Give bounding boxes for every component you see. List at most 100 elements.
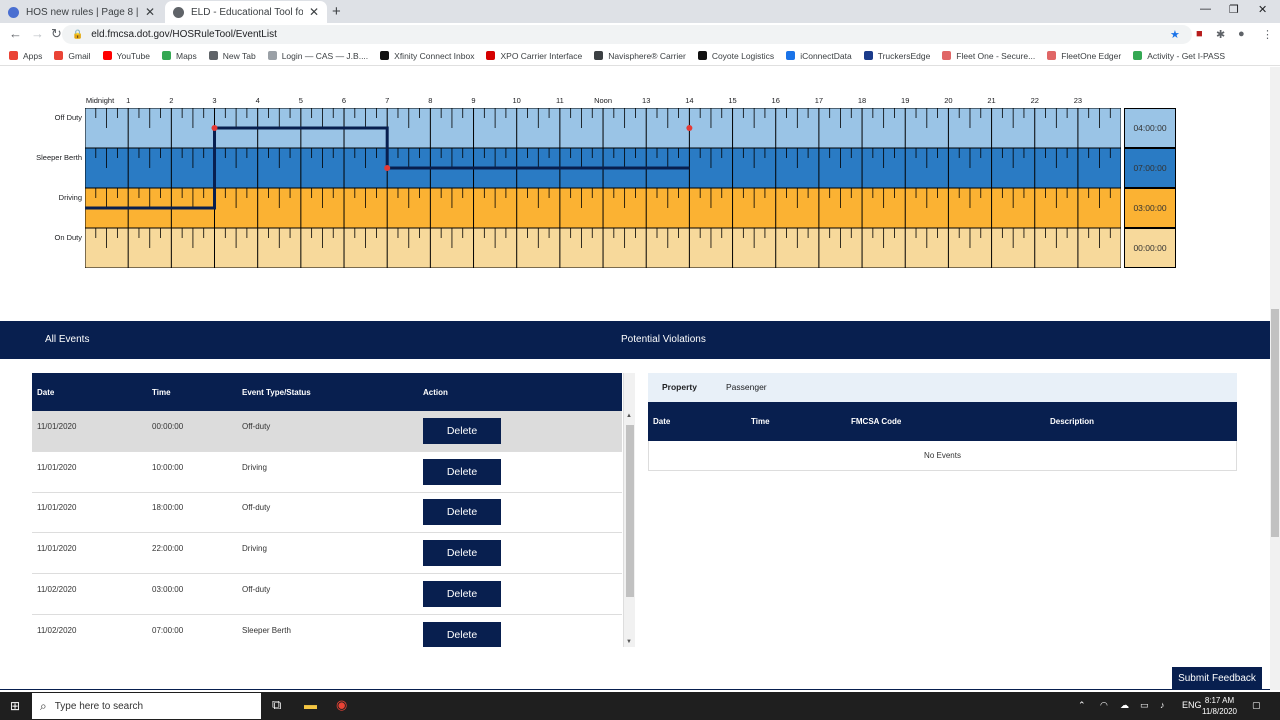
pdf-extension-icon[interactable]: ■ — [1196, 28, 1203, 40]
hour-label: Noon — [594, 96, 612, 105]
cell-event: Driving — [242, 462, 267, 472]
events-scrollbar[interactable]: ▲ ▼ — [623, 373, 635, 647]
notifications-icon[interactable]: ▢ — [1252, 700, 1261, 710]
bookmark-12[interactable]: Fleet One - Secure... — [942, 51, 1035, 61]
delete-button[interactable]: Delete — [423, 499, 501, 526]
col-date: Date — [37, 388, 55, 397]
tab-property[interactable]: Property — [662, 382, 697, 392]
bookmark-favicon-icon — [161, 51, 171, 60]
bookmark-8[interactable]: Navisphere® Carrier — [594, 51, 686, 61]
bookmark-13[interactable]: FleetOne Edger — [1047, 51, 1121, 61]
close-tab-icon[interactable]: ✕ — [308, 5, 319, 19]
windows-start-icon[interactable]: ⊞ — [10, 699, 21, 713]
table-row[interactable]: 11/01/2020 22:00:00 Driving Delete — [32, 533, 622, 575]
close-tab-icon[interactable]: ✕ — [144, 5, 155, 19]
cell-time: 00:00:00 — [152, 422, 184, 431]
network-icon[interactable]: ◠ — [1100, 700, 1108, 710]
hour-label: 23 — [1073, 96, 1083, 105]
scroll-thumb[interactable] — [626, 425, 634, 597]
clock-date: 11/8/2020 — [1202, 707, 1237, 716]
bookmark-label: FleetOne Edger — [1061, 50, 1122, 61]
bookmark-6[interactable]: Xfinity Connect Inbox — [380, 51, 474, 61]
table-row[interactable]: 11/01/2020 10:00:00 Driving Delete — [32, 452, 622, 493]
table-row[interactable]: 11/02/2020 07:00:00 Sleeper Berth Delete — [32, 615, 622, 647]
bookmark-label: XPO Carrier Interface — [500, 50, 583, 61]
bookmark-11[interactable]: TruckersEdge — [863, 51, 930, 61]
restore-icon[interactable]: ❐ — [1229, 4, 1239, 16]
table-row[interactable]: 11/01/2020 18:00:00 Off-duty Delete — [32, 492, 622, 534]
violations-table-header: Date Time FMCSA Code Description — [648, 402, 1237, 441]
row-label: Driving — [58, 193, 82, 202]
onedrive-icon[interactable]: ☁ — [1120, 700, 1129, 710]
table-row[interactable]: 11/02/2020 03:00:00 Off-duty Delete — [32, 574, 622, 615]
chrome-icon[interactable]: ◉ — [336, 697, 348, 712]
scroll-down-icon[interactable]: ▼ — [626, 639, 632, 645]
events-table: Date Time Event Type/Status Action 11/01… — [32, 373, 635, 647]
table-row[interactable]: 11/01/2020 00:00:00 Off-duty Delete — [32, 411, 622, 452]
page-scroll-thumb[interactable] — [1271, 309, 1279, 537]
forward-arrow-icon[interactable]: → — [31, 26, 44, 41]
lock-icon: 🔒 — [72, 29, 84, 39]
page-scrollbar[interactable] — [1270, 67, 1280, 690]
hour-label: 19 — [901, 96, 910, 105]
back-arrow-icon[interactable]: ← — [9, 26, 22, 41]
address-bar: ← → ↻ 🔒 eld.fmcsa.dot.gov/HOSRuleTool/Ev… — [0, 23, 1280, 46]
hour-label: 6 — [341, 96, 347, 105]
hour-label: 13 — [642, 96, 651, 105]
cell-time: 10:00:00 — [152, 462, 184, 472]
bookmark-10[interactable]: iConnectData — [786, 51, 852, 61]
hour-label: 21 — [987, 96, 996, 105]
taskbar-clock[interactable]: 8:17 AM 11/8/2020 — [1202, 695, 1237, 717]
bookmark-1[interactable]: Gmail — [54, 50, 91, 61]
bookmark-favicon-icon — [54, 51, 64, 60]
bookmark-0[interactable]: Apps — [9, 51, 42, 61]
duty-status-grid — [85, 108, 1121, 268]
hour-label: 18 — [857, 96, 867, 105]
url-field[interactable]: 🔒 eld.fmcsa.dot.gov/HOSRuleTool/EventLis… — [62, 25, 1192, 44]
tab-potential-violations[interactable]: Potential Violations — [621, 334, 706, 345]
bookmark-label: YouTube — [116, 50, 150, 61]
delete-button[interactable]: Delete — [423, 540, 501, 567]
submit-feedback-button[interactable]: Submit Feedback — [1172, 667, 1262, 689]
tab-all-events[interactable]: All Events — [45, 334, 90, 345]
bookmark-label: Gmail — [68, 50, 91, 61]
bookmark-favicon-icon — [697, 51, 707, 60]
minimize-icon[interactable]: — — [1200, 3, 1211, 15]
cell-date: 11/01/2020 — [37, 503, 77, 513]
bookmark-14[interactable]: Activity - Get I-PASS — [1133, 51, 1225, 61]
browser-tab-hos-rules[interactable]: HOS new rules | Page 8 | Truckers ✕ — [0, 1, 163, 23]
cell-event: Sleeper Berth — [242, 625, 291, 635]
bookmark-2[interactable]: YouTube — [102, 50, 150, 61]
bookmark-4[interactable]: New Tab — [208, 51, 256, 61]
scroll-up-icon[interactable]: ▲ — [626, 413, 632, 419]
bookmark-5[interactable]: Login — CAS — J.B.... — [267, 51, 368, 61]
battery-icon[interactable]: ▭ — [1140, 700, 1149, 710]
browser-tab-eld[interactable]: ELD - Educational Tool for Hours ✕ — [165, 1, 327, 23]
volume-icon[interactable]: ♪ — [1160, 700, 1165, 710]
new-tab-plus-icon[interactable]: + — [332, 3, 341, 20]
bookmark-star-icon[interactable]: ★ — [1170, 29, 1180, 41]
menu-kebab-icon[interactable]: ⋮ — [1262, 29, 1273, 41]
file-explorer-icon[interactable]: ▬ — [304, 697, 317, 712]
bookmark-9[interactable]: Coyote Logistics — [697, 51, 774, 61]
delete-button[interactable]: Delete — [423, 458, 501, 485]
bookmark-3[interactable]: Maps — [161, 51, 197, 61]
globe-favicon-icon — [173, 6, 184, 18]
url-text: eld.fmcsa.dot.gov/HOSRuleTool/EventList — [91, 29, 277, 40]
taskbar-search-input[interactable]: ⌕ Type here to search — [32, 693, 261, 719]
hour-label: 16 — [771, 96, 780, 105]
task-view-icon[interactable]: ⧉ — [272, 697, 282, 712]
delete-button[interactable]: Delete — [423, 418, 501, 444]
profile-avatar-icon[interactable]: ● — [1238, 28, 1245, 40]
tab-passenger[interactable]: Passenger — [726, 382, 767, 392]
bookmark-7[interactable]: XPO Carrier Interface — [486, 51, 582, 61]
extensions-puzzle-icon[interactable]: ✱ — [1216, 29, 1226, 41]
delete-button[interactable]: Delete — [423, 621, 501, 647]
reload-icon[interactable]: ↻ — [51, 26, 62, 41]
language-indicator[interactable]: ENG — [1182, 700, 1202, 710]
bookmark-favicon-icon — [594, 51, 604, 60]
close-window-icon[interactable]: ✕ — [1258, 4, 1268, 16]
delete-button[interactable]: Delete — [423, 580, 501, 607]
hour-label: 11 — [555, 96, 564, 105]
tray-chevron-icon[interactable]: ⌃ — [1078, 700, 1086, 710]
